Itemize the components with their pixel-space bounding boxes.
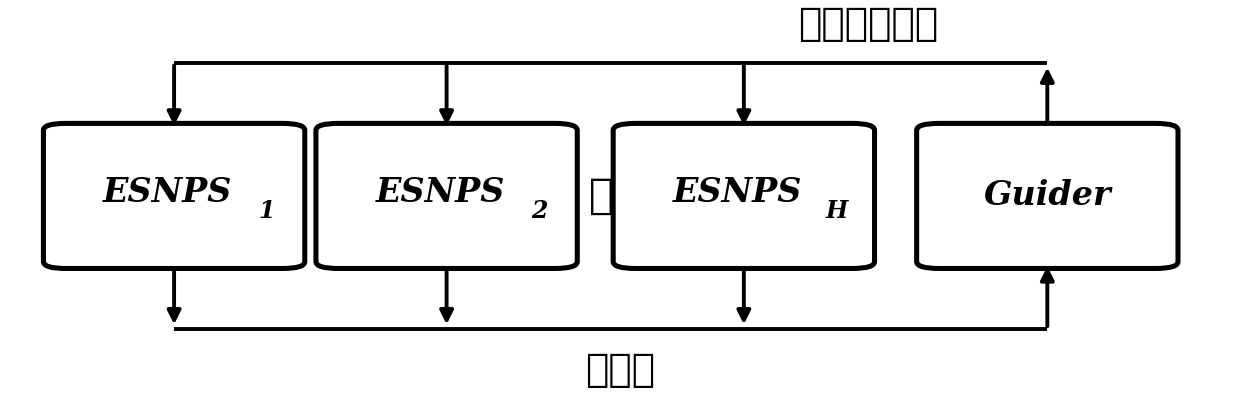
Text: 1: 1 xyxy=(259,199,275,223)
Text: H: H xyxy=(826,199,848,223)
Text: 2: 2 xyxy=(531,199,548,223)
Text: ESNPS: ESNPS xyxy=(376,176,505,208)
FancyBboxPatch shape xyxy=(43,123,305,268)
Text: Guider: Guider xyxy=(983,179,1111,212)
Text: ⋯: ⋯ xyxy=(589,175,614,217)
Text: ESNPS: ESNPS xyxy=(103,176,233,208)
FancyBboxPatch shape xyxy=(614,123,874,268)
Text: ESNPS: ESNPS xyxy=(673,176,802,208)
FancyBboxPatch shape xyxy=(916,123,1178,268)
FancyBboxPatch shape xyxy=(316,123,578,268)
Text: 脉冲串: 脉冲串 xyxy=(585,351,655,389)
Text: 规则选择概率: 规则选择概率 xyxy=(797,5,937,43)
